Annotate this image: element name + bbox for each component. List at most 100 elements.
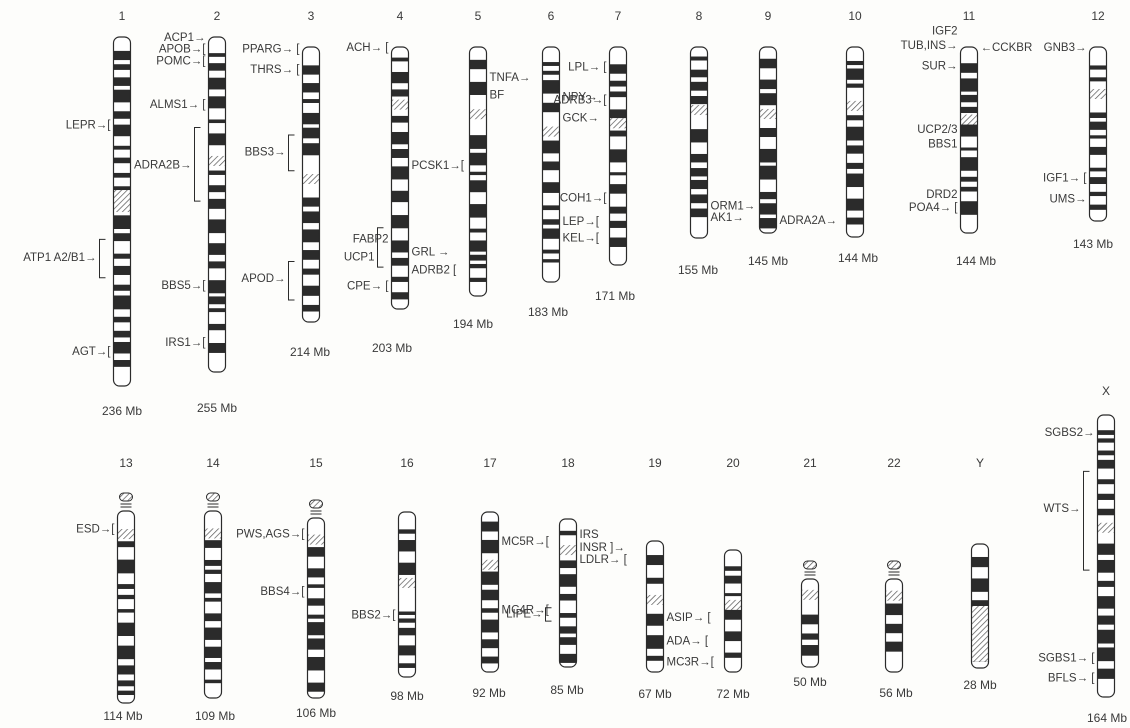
dark-band xyxy=(759,148,777,163)
dark-band xyxy=(391,149,409,158)
dark-band xyxy=(204,569,222,574)
dark-band xyxy=(113,77,131,86)
centromere xyxy=(960,114,978,125)
chromosome-body xyxy=(1097,415,1115,697)
dark-band xyxy=(1097,615,1115,625)
dark-band xyxy=(559,560,577,569)
gene-label: ORM1→ xyxy=(711,201,756,213)
chromosome-label: 8 xyxy=(696,9,703,23)
dark-band xyxy=(117,680,135,687)
satellite xyxy=(119,492,133,502)
gene-bracket xyxy=(194,126,201,202)
chromosome-size: 85 Mb xyxy=(550,683,584,697)
centromere xyxy=(559,545,577,556)
chromosome-outline xyxy=(645,540,665,673)
dark-band xyxy=(542,80,560,94)
dark-band xyxy=(208,323,226,331)
dark-band xyxy=(559,626,577,634)
dark-band xyxy=(542,182,560,193)
chromosome-22: 22 56 Mb xyxy=(879,456,913,700)
chromosome-label: 14 xyxy=(206,456,220,470)
dark-band xyxy=(801,614,819,625)
dark-band xyxy=(801,645,819,656)
gene-label: PPARG→ [ xyxy=(242,43,300,55)
dark-band xyxy=(759,79,777,90)
gene-label: ESD→[ xyxy=(76,524,115,536)
chromosome-outline xyxy=(1088,46,1108,222)
gene-label: ADA→ [ xyxy=(667,636,709,648)
centromere xyxy=(971,606,989,662)
gene-label: APOD→ xyxy=(241,273,285,285)
dark-band xyxy=(307,547,325,557)
dark-band xyxy=(208,342,226,353)
chromosome-11: 11 144 Mb IGF2 TUB,INS→ SUR→ ←CCKBR UCP2/3 BBS1… xyxy=(901,9,1033,268)
dark-band xyxy=(690,96,708,105)
dark-band xyxy=(646,635,664,649)
dark-band xyxy=(609,80,627,87)
dark-band xyxy=(208,219,226,234)
centromere xyxy=(759,108,777,119)
dark-band xyxy=(1089,177,1107,185)
dark-band xyxy=(204,662,222,670)
chromosome-label: 17 xyxy=(483,456,497,470)
chromosome-size: 171 Mb xyxy=(595,289,635,303)
dark-band xyxy=(391,131,409,145)
chromosome-size: 155 Mb xyxy=(678,263,718,277)
dark-band xyxy=(469,204,487,218)
dark-band xyxy=(1089,77,1107,82)
dark-band xyxy=(113,64,131,70)
dark-band xyxy=(117,559,135,574)
dark-band xyxy=(885,623,903,634)
chromosome-size: 98 Mb xyxy=(390,689,424,703)
chromosome-size: 194 Mb xyxy=(453,317,493,331)
chromosome-outline xyxy=(203,510,223,699)
dark-band xyxy=(469,263,487,269)
gene-label: BBS2→[ xyxy=(351,609,396,621)
gene-label: TUB,INS→ xyxy=(901,40,958,52)
dark-band xyxy=(885,603,903,616)
chromosome-label: 11 xyxy=(963,9,976,23)
dark-band xyxy=(542,228,560,239)
gene-label: ADRB3→[ xyxy=(553,94,607,106)
dark-band xyxy=(724,652,742,658)
chromosome-outline xyxy=(468,46,488,297)
centromere xyxy=(646,594,664,605)
dark-band xyxy=(960,176,978,182)
dark-band xyxy=(559,530,577,536)
dark-band xyxy=(971,556,989,568)
dark-band xyxy=(204,613,222,622)
gene-label: BBS1 xyxy=(928,139,957,151)
chromosome-outline xyxy=(800,578,820,668)
dark-band xyxy=(960,147,978,151)
dark-band xyxy=(609,172,627,176)
centromere xyxy=(846,100,864,111)
gene-label: BFLS→ [ xyxy=(1048,672,1095,684)
dark-band xyxy=(391,190,409,203)
dark-band xyxy=(208,63,226,71)
dark-band xyxy=(398,529,416,534)
dark-band xyxy=(885,641,903,652)
dark-band xyxy=(391,215,409,229)
chromosome-16: 16 98 Mb BBS2→[ xyxy=(351,456,424,703)
gene-label: THRS→ [ xyxy=(250,64,300,76)
chromosome-outline xyxy=(541,46,561,283)
gene-bracket xyxy=(288,261,295,301)
dark-band xyxy=(307,584,325,588)
chromosome-label: 1 xyxy=(119,9,126,23)
dark-band xyxy=(1097,479,1115,485)
chromosome-outline xyxy=(845,46,865,238)
dark-band xyxy=(117,609,135,613)
dark-band xyxy=(559,613,577,618)
chromosome-label: 10 xyxy=(848,9,862,23)
dark-band xyxy=(469,228,487,233)
dark-band xyxy=(609,206,627,214)
gene-label: SGBS1→ [ xyxy=(1038,653,1095,665)
dark-band xyxy=(307,656,325,671)
dark-band xyxy=(117,541,135,548)
dark-band xyxy=(469,135,487,149)
dark-band xyxy=(1089,167,1107,172)
gene-bracket xyxy=(288,134,295,172)
gene-label: AK1→ xyxy=(711,212,744,224)
dark-band xyxy=(960,157,978,171)
